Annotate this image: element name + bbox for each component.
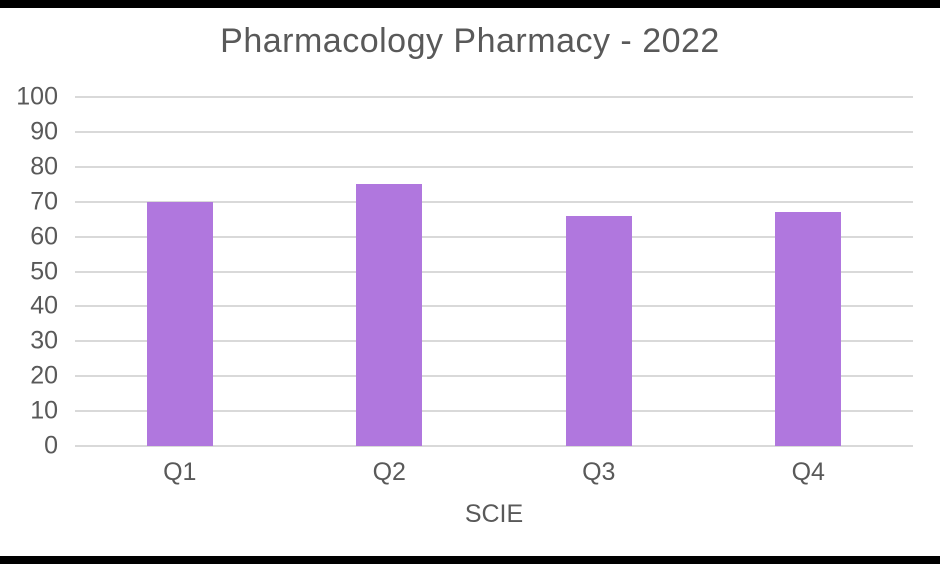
bar-q2 bbox=[356, 184, 423, 446]
y-axis-labels: 100 90 80 70 60 50 40 30 20 10 0 bbox=[0, 84, 58, 458]
y-tick-label-70: 70 bbox=[30, 187, 58, 216]
bar-q4 bbox=[775, 212, 842, 446]
gridline-100 bbox=[75, 96, 913, 98]
gridline-60 bbox=[75, 235, 913, 238]
y-tick-label-80: 80 bbox=[30, 152, 58, 181]
gridline-10 bbox=[75, 410, 913, 413]
bar-slot-q2 bbox=[285, 97, 495, 446]
bar-slot-q1 bbox=[75, 97, 285, 446]
gridline-50 bbox=[75, 270, 913, 273]
gridline-0 bbox=[75, 445, 913, 447]
y-tick-label-100: 100 bbox=[16, 82, 58, 111]
bar-q1 bbox=[146, 201, 213, 446]
gridline-30 bbox=[75, 340, 913, 343]
y-tick-label-30: 30 bbox=[30, 326, 58, 355]
bars-row bbox=[75, 97, 913, 446]
x-tick-label-q4: Q4 bbox=[791, 458, 825, 486]
bottom-border-strip bbox=[0, 556, 940, 564]
bar-slot-q4 bbox=[704, 97, 914, 446]
x-tick-label-q2: Q2 bbox=[372, 458, 406, 486]
gridline-80 bbox=[75, 165, 913, 168]
chart-title: Pharmacology Pharmacy - 2022 bbox=[220, 22, 720, 60]
y-tick-label-20: 20 bbox=[30, 361, 58, 390]
y-tick-label-0: 0 bbox=[44, 431, 58, 460]
gridline-90 bbox=[75, 130, 913, 133]
top-border-strip bbox=[0, 0, 940, 8]
gridline-20 bbox=[75, 375, 913, 378]
y-tick-label-50: 50 bbox=[30, 257, 58, 285]
y-tick-label-10: 10 bbox=[30, 396, 58, 425]
gridlines bbox=[75, 96, 913, 447]
x-axis-title: SCIE bbox=[464, 500, 524, 528]
y-tick-label-40: 40 bbox=[30, 291, 58, 320]
bar-q3 bbox=[565, 215, 632, 446]
gridline-40 bbox=[75, 305, 913, 308]
plot-area bbox=[75, 96, 913, 447]
y-tick-label-90: 90 bbox=[30, 117, 58, 146]
x-tick-label-q3: Q3 bbox=[582, 458, 616, 486]
x-tick-label-q1: Q1 bbox=[163, 458, 197, 486]
x-axis-labels: Q1 Q2 Q3 Q4 bbox=[75, 458, 913, 487]
bar-slot-q3 bbox=[494, 97, 704, 446]
y-tick-label-60: 60 bbox=[30, 222, 58, 251]
gridline-70 bbox=[75, 200, 913, 203]
